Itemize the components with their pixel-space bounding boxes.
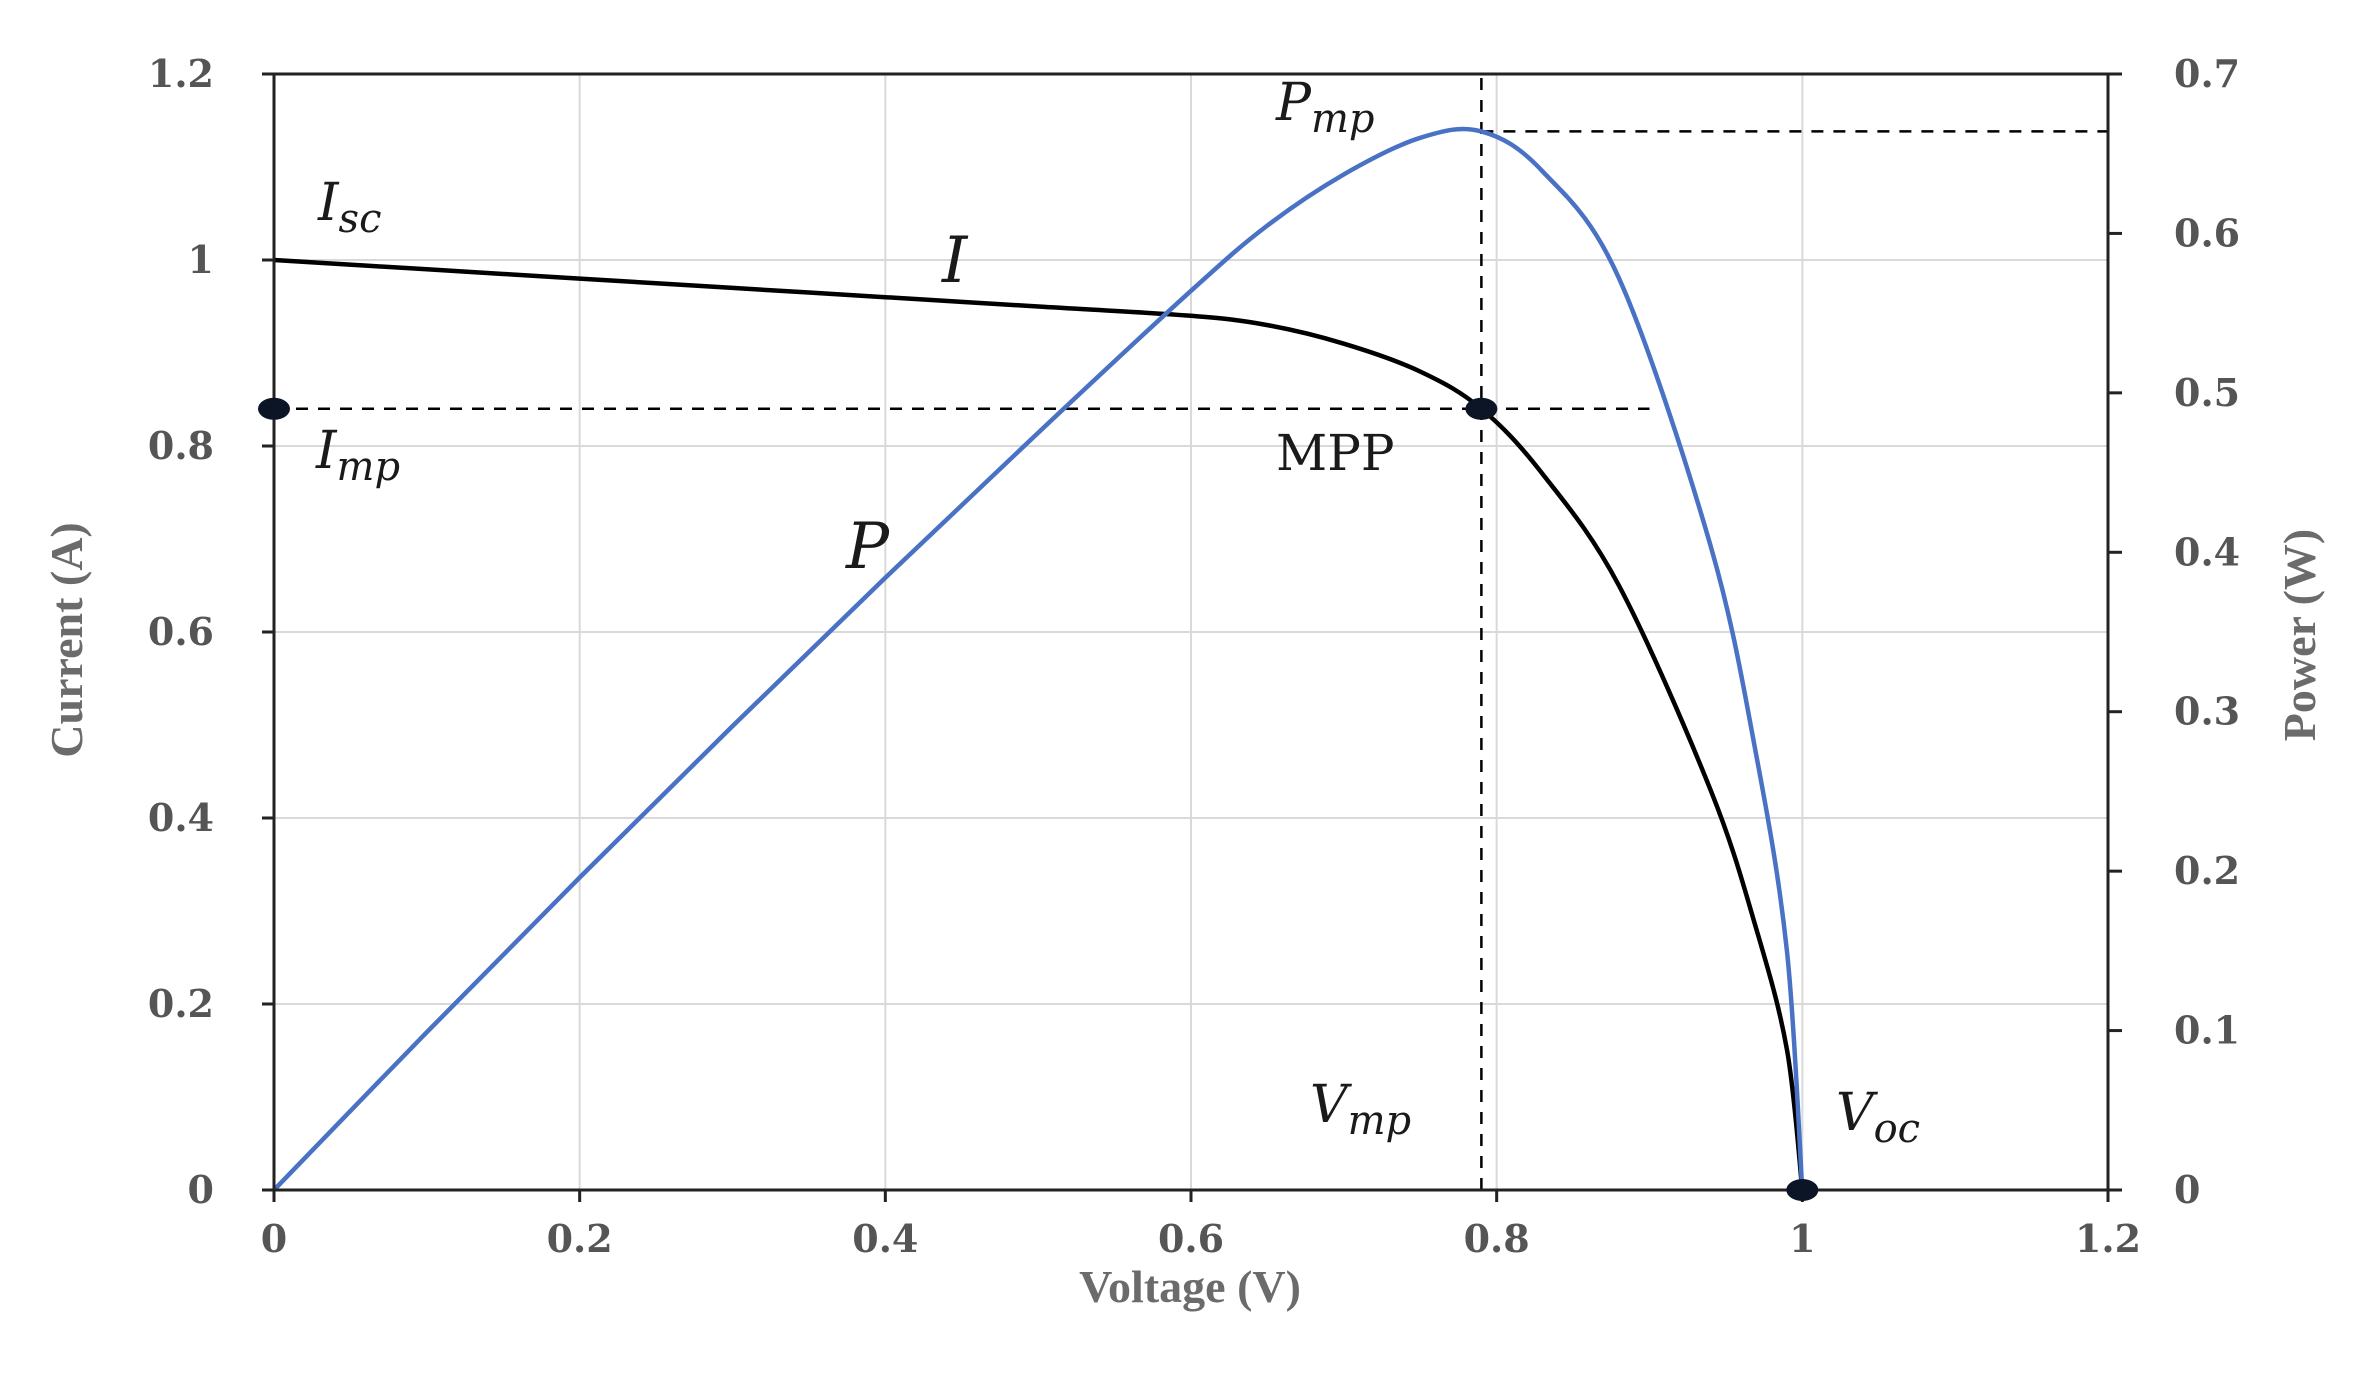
imp-label-main: I	[315, 421, 338, 481]
y-tick-label: 0.4	[148, 795, 214, 840]
x-tick-label: 1.2	[2075, 1216, 2141, 1261]
grid	[273, 73, 2109, 1191]
vmp-label: Vmp	[1310, 1075, 1411, 1144]
x-axis-label: Voltage (V)	[1079, 1261, 1301, 1312]
y-tick-label: 1	[188, 237, 214, 282]
y2-tick-label: 0.2	[2174, 848, 2240, 893]
vmp-label-sub: mp	[1348, 1098, 1412, 1144]
i-curve-label: I	[941, 224, 969, 298]
y-tick-label: 0.8	[148, 423, 214, 468]
isc-label-main: I	[317, 173, 340, 233]
y2-tick-label: 0.7	[2174, 51, 2240, 96]
isc-label-sub: sc	[339, 196, 382, 242]
pmp-label: Pmp	[1275, 73, 1375, 142]
pmp-label-main: P	[1275, 73, 1312, 133]
y2-tick-label: 0.3	[2174, 689, 2240, 734]
y2-axis-label: Power (W)	[2274, 529, 2325, 741]
y2-tick-label: 0.6	[2174, 210, 2240, 255]
mpp-marker	[1465, 397, 1498, 420]
y-axis-label: Current (A)	[41, 522, 92, 757]
x-tick-label: 0.2	[547, 1216, 613, 1261]
imp-label: Imp	[315, 421, 400, 490]
y2-tick-label: 0.5	[2174, 370, 2240, 415]
y2-tick-label: 0	[2174, 1167, 2200, 1212]
x-tick-label: 0	[261, 1216, 287, 1261]
voc-label: Voc	[1836, 1083, 1920, 1152]
x-tick-label: 1	[1789, 1216, 1815, 1261]
y-tick-label: 1.2	[148, 51, 214, 96]
guide-lines	[274, 74, 2108, 1190]
imp-label-sub: mp	[337, 444, 401, 490]
x-tick-label: 0.6	[1158, 1216, 1224, 1261]
voc-label-sub: oc	[1874, 1106, 1920, 1152]
y2-tick-label: 0.4	[2174, 529, 2240, 574]
current-curve	[273, 257, 1805, 1191]
p-curve-label: P	[845, 510, 890, 584]
y-tick-label: 0	[188, 1167, 214, 1212]
ticks: 0 0.2 0.4 0.6 0.8 1 1.2 0 0.2 0.4 0.6 0.8 1 1.2 0 0.1 0.…	[148, 51, 2240, 1261]
y-tick-label: 0.2	[148, 981, 214, 1026]
markers	[258, 397, 1819, 1201]
y-tick-label: 0.6	[148, 609, 214, 654]
mpp-label: MPP	[1276, 424, 1394, 482]
isc-label: Isc	[317, 173, 381, 242]
vmp-label-main: V	[1310, 1075, 1352, 1135]
voc-marker	[1786, 1179, 1819, 1201]
series	[272, 126, 1805, 1192]
y2-tick-label: 0.1	[2174, 1008, 2240, 1053]
pmp-label-sub: mp	[1311, 96, 1375, 142]
voc-label-main: V	[1836, 1083, 1878, 1143]
isc-imp-marker	[258, 397, 290, 420]
x-tick-label: 0.4	[852, 1216, 918, 1261]
x-tick-label: 0.8	[1464, 1216, 1530, 1261]
power-curve	[272, 126, 1805, 1192]
